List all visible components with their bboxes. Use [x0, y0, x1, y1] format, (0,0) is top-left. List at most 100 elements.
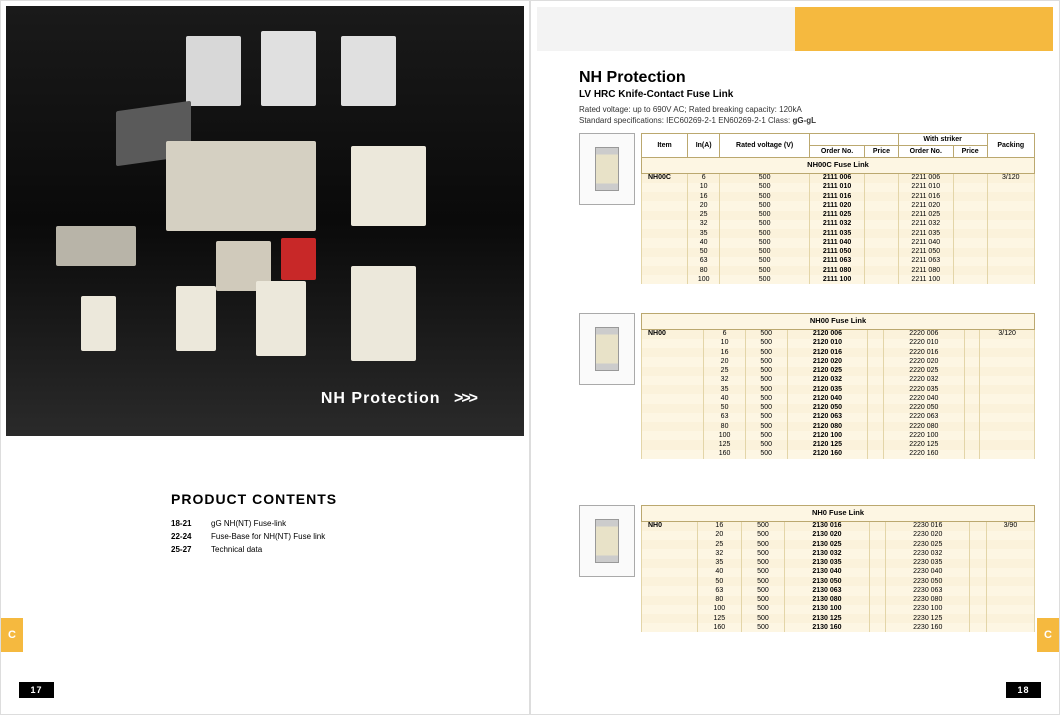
cell-packing: 3/90 [986, 521, 1034, 531]
cell-price1 [869, 596, 885, 605]
cell-order2: 2211 020 [898, 201, 953, 210]
cell-price1 [865, 248, 899, 257]
product-photo-area: NH Protection >>> [6, 6, 524, 436]
table-block-nh00: NH00 Fuse LinkNH0065002120 0062220 0063/… [579, 313, 1035, 459]
cell-voltage: 500 [720, 220, 810, 229]
cell-price1 [868, 394, 884, 403]
th-std [810, 134, 899, 146]
section-subtitle: LV HRC Knife-Contact Fuse Link [579, 89, 1035, 100]
cell-packing [980, 394, 1035, 403]
cell-amps: 80 [698, 596, 742, 605]
product-component [341, 36, 396, 106]
table-row: 405002120 0402220 040 [642, 394, 1035, 403]
cell-packing [980, 450, 1035, 459]
cell-amps: 160 [698, 623, 742, 632]
cell-voltage: 500 [720, 211, 810, 220]
cell-price2 [953, 173, 987, 183]
contents-row: 22-24Fuse-Base for NH(NT) Fuse link [171, 532, 489, 541]
cell-order1: 2130 032 [785, 549, 869, 558]
cell-voltage: 500 [720, 266, 810, 275]
table-row: 635002130 0632230 063 [642, 586, 1035, 595]
th-order-no: Order No. [810, 146, 865, 158]
cell-voltage: 500 [745, 431, 787, 440]
product-component [56, 226, 136, 266]
th-with-striker: With striker [898, 134, 987, 146]
cell-price1 [869, 568, 885, 577]
cell-amps: 35 [704, 385, 746, 394]
cell-amps: 25 [688, 211, 720, 220]
cell-order1: 2120 050 [787, 404, 868, 413]
spec-line: Rated voltage: up to 690V AC; Rated brea… [579, 104, 1035, 115]
table-row: 505002130 0502230 050 [642, 577, 1035, 586]
cell-order2: 2211 100 [898, 275, 953, 284]
cell-model [642, 357, 704, 366]
cell-amps: 35 [688, 229, 720, 238]
cell-order1: 2111 010 [810, 183, 865, 192]
product-component [351, 266, 416, 361]
cell-voltage: 500 [745, 376, 787, 385]
cell-packing [987, 211, 1034, 220]
table-row: 635002120 0632220 063 [642, 413, 1035, 422]
cell-price2 [964, 404, 980, 413]
cell-voltage: 500 [745, 450, 787, 459]
cell-order1: 2130 040 [785, 568, 869, 577]
cell-order1: 2120 100 [787, 431, 868, 440]
cell-price1 [868, 329, 884, 339]
cell-packing [980, 357, 1035, 366]
cell-voltage: 500 [745, 394, 787, 403]
cell-price1 [869, 521, 885, 531]
header-orange-block [795, 7, 1053, 51]
cell-packing [987, 229, 1034, 238]
cell-order2: 2211 025 [898, 211, 953, 220]
cell-price1 [865, 183, 899, 192]
cell-packing [987, 201, 1034, 210]
section-title: NH Protection [579, 69, 1035, 87]
product-component [81, 296, 116, 351]
spec-table-container: NH0 Fuse LinkNH0165002130 0162230 0163/9… [641, 505, 1035, 632]
cell-packing [987, 248, 1034, 257]
cell-price2 [953, 257, 987, 266]
cell-amps: 32 [688, 220, 720, 229]
cell-order1: 2130 160 [785, 623, 869, 632]
table-row: 805002120 0802220 080 [642, 422, 1035, 431]
cell-packing [986, 540, 1034, 549]
cell-order1: 2130 063 [785, 586, 869, 595]
cell-order2: 2220 160 [883, 450, 964, 459]
cell-price2 [953, 220, 987, 229]
cell-price1 [865, 266, 899, 275]
cell-price2 [970, 531, 986, 540]
left-page-number: 17 [19, 682, 54, 698]
cell-price1 [865, 220, 899, 229]
right-header-band [537, 7, 1053, 51]
cell-price2 [970, 540, 986, 549]
cell-order1: 2120 032 [787, 376, 868, 385]
cell-model [642, 450, 704, 459]
table-row: 205002120 0202220 020 [642, 357, 1035, 366]
right-page-number: 18 [1006, 682, 1041, 698]
group-header: NH00 Fuse Link [642, 314, 1035, 330]
cell-model [642, 540, 698, 549]
th-item: Item [642, 134, 688, 158]
cell-amps: 63 [698, 586, 742, 595]
right-title-block: NH Protection LV HRC Knife-Contact Fuse … [579, 69, 1035, 126]
cell-packing [986, 605, 1034, 614]
cell-order2: 2230 032 [886, 549, 970, 558]
table-row: 325002111 0322211 032 [642, 220, 1035, 229]
cell-price1 [868, 376, 884, 385]
cell-price1 [868, 348, 884, 357]
cell-amps: 100 [688, 275, 720, 284]
table-row: 505002120 0502220 050 [642, 404, 1035, 413]
cell-order2: 2230 035 [886, 559, 970, 568]
cell-price1 [869, 549, 885, 558]
table-row: NH00C65002111 0062211 0063/120 [642, 173, 1035, 183]
cell-amps: 40 [688, 238, 720, 247]
table-row: NH0165002130 0162230 0163/90 [642, 521, 1035, 531]
cell-amps: 100 [698, 605, 742, 614]
cell-price2 [964, 440, 980, 449]
cell-model [642, 559, 698, 568]
table-row: 635002111 0632211 063 [642, 257, 1035, 266]
cell-voltage: 500 [720, 248, 810, 257]
cell-order1: 2111 040 [810, 238, 865, 247]
cell-price2 [964, 385, 980, 394]
cell-order1: 2120 020 [787, 357, 868, 366]
